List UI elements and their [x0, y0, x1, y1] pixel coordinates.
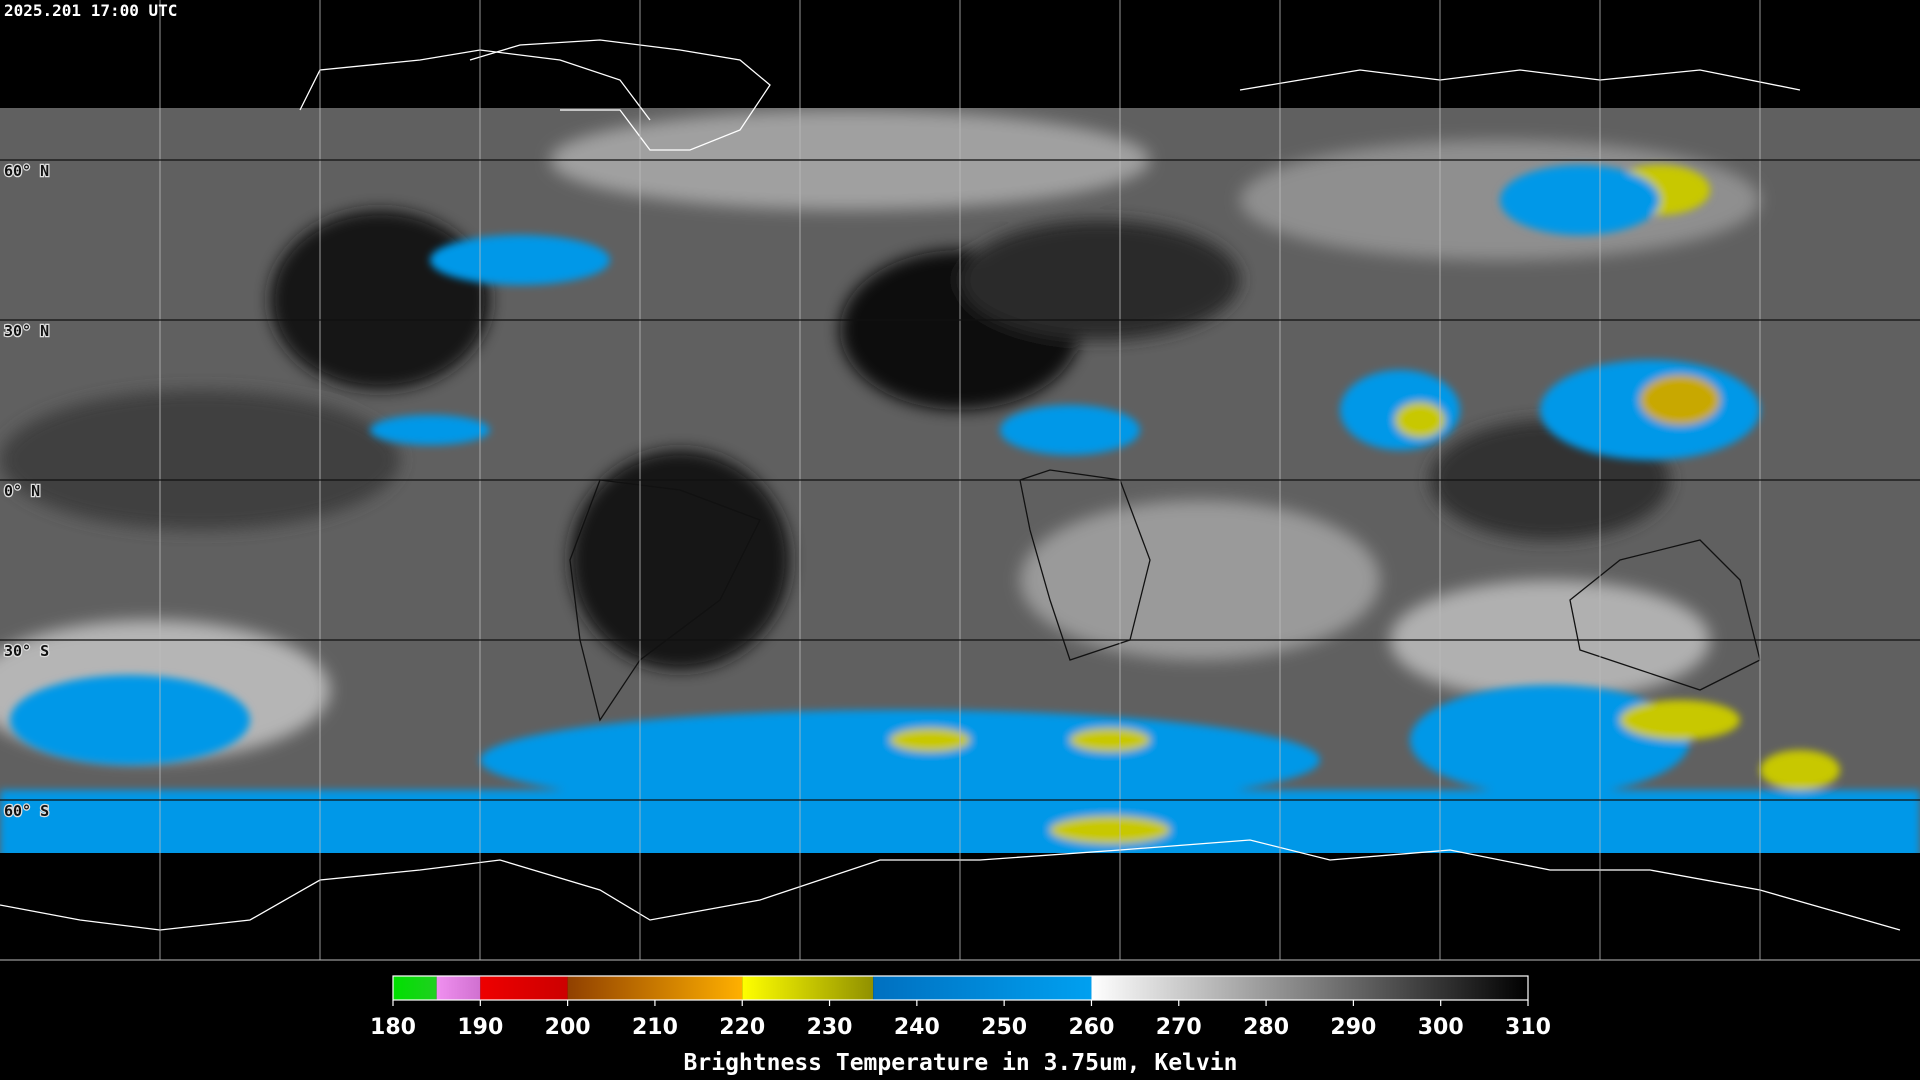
colorbar-tick-label: 190: [457, 1015, 503, 1040]
colorbar-tick-label: 180: [370, 1015, 416, 1040]
latitude-label: 60° S: [4, 802, 49, 820]
colorbar-segment: [480, 976, 568, 1000]
colorbar-tick-label: 250: [981, 1015, 1027, 1040]
colorbar-segment: [393, 976, 437, 1000]
latitude-grid: 60° N 30° N 0° N 30° S 60° S: [0, 159, 1920, 821]
colorbar-title: Brightness Temperature in 3.75um, Kelvin: [684, 1050, 1238, 1076]
colorbar-tick-label: 220: [719, 1015, 765, 1040]
colorbar-tick-label: 240: [894, 1015, 940, 1040]
colorbar-tick-label: 200: [545, 1015, 591, 1040]
colorbar-tick-label: 290: [1330, 1015, 1376, 1040]
colorbar-tick-label: 230: [807, 1015, 853, 1040]
colorbar-segment: [436, 976, 481, 1000]
latitude-label: 0° N: [4, 482, 40, 500]
colorbar-tick-label: 300: [1418, 1015, 1464, 1040]
latitude-label: 30° S: [4, 642, 49, 660]
colorbar-tick-label: 310: [1505, 1015, 1551, 1040]
colorbar-tick-label: 280: [1243, 1015, 1289, 1040]
colorbar-segment: [873, 976, 1092, 1000]
colorbar: 180 190 200 210 220 230 240 250 260 270 280 290 300 3…: [370, 975, 1551, 1076]
colorbar-border: [392, 975, 1529, 1001]
latitude-label: 30° N: [4, 322, 49, 340]
colorbar-segment: [567, 976, 743, 1000]
latitude-label: 60° N: [4, 162, 49, 180]
colorbar-segment: [1091, 976, 1528, 1000]
colorbar-segment: [742, 976, 874, 1000]
colorbar-tick-label: 260: [1068, 1015, 1114, 1040]
timestamp-title: 2025.201 17:00 UTC: [4, 1, 177, 20]
colorbar-tick-label: 270: [1156, 1015, 1202, 1040]
colorbar-tick-label: 210: [632, 1015, 678, 1040]
